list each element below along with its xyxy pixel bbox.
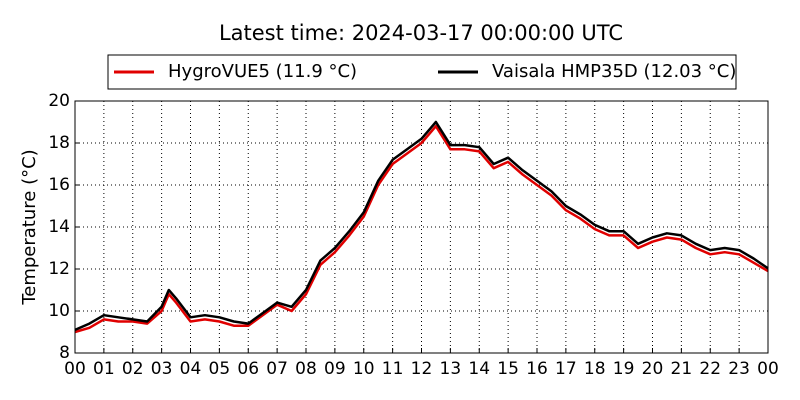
x-tick-label: 14 — [468, 359, 490, 379]
x-tick-label: 08 — [295, 359, 317, 379]
x-tick-label: 15 — [497, 359, 519, 379]
line-series — [74, 124, 769, 334]
x-tick-label: 05 — [209, 359, 231, 379]
x-tick-label: 02 — [122, 359, 144, 379]
x-tick-label: 12 — [411, 359, 433, 379]
y-tick-label: 8 — [59, 343, 70, 363]
x-tick-label: 03 — [151, 359, 173, 379]
x-tick-label: 13 — [440, 359, 462, 379]
x-tick-label: 10 — [353, 359, 375, 379]
y-tick-label: 14 — [48, 217, 70, 237]
x-tick-label: 01 — [93, 359, 115, 379]
y-tick-label: 20 — [48, 91, 70, 111]
y-tick-label: 12 — [48, 259, 70, 279]
y-tick-label: 16 — [48, 175, 70, 195]
x-tick-label: 07 — [266, 359, 288, 379]
line-series — [74, 120, 769, 332]
x-tick-label: 18 — [584, 359, 606, 379]
x-tick-label: 00 — [64, 359, 86, 379]
x-tick-label: 16 — [526, 359, 548, 379]
x-tick-label: 20 — [642, 359, 664, 379]
legend-label: HygroVUE5 (11.9 °C) — [168, 61, 357, 82]
x-tick-label: 21 — [671, 359, 693, 379]
chart-title: Latest time: 2024-03-17 00:00:00 UTC — [219, 21, 623, 45]
x-tick-label: 06 — [237, 359, 259, 379]
y-tick-label: 10 — [48, 301, 70, 321]
x-tick-label: 11 — [382, 359, 404, 379]
x-tick-label: 04 — [180, 359, 202, 379]
x-tick-label: 19 — [613, 359, 635, 379]
x-tick-label: 09 — [324, 359, 346, 379]
plot-frame — [74, 100, 769, 354]
y-axis-label: Temperature (°C) — [19, 149, 40, 305]
x-tick-label: 23 — [728, 359, 750, 379]
y-tick-label: 18 — [48, 133, 70, 153]
x-tick-label: 22 — [699, 359, 721, 379]
legend-label: Vaisala HMP35D (12.03 °C) — [492, 61, 736, 82]
x-tick-label: 00 — [757, 359, 779, 379]
x-tick-label: 17 — [555, 359, 577, 379]
legend-box — [107, 54, 737, 90]
